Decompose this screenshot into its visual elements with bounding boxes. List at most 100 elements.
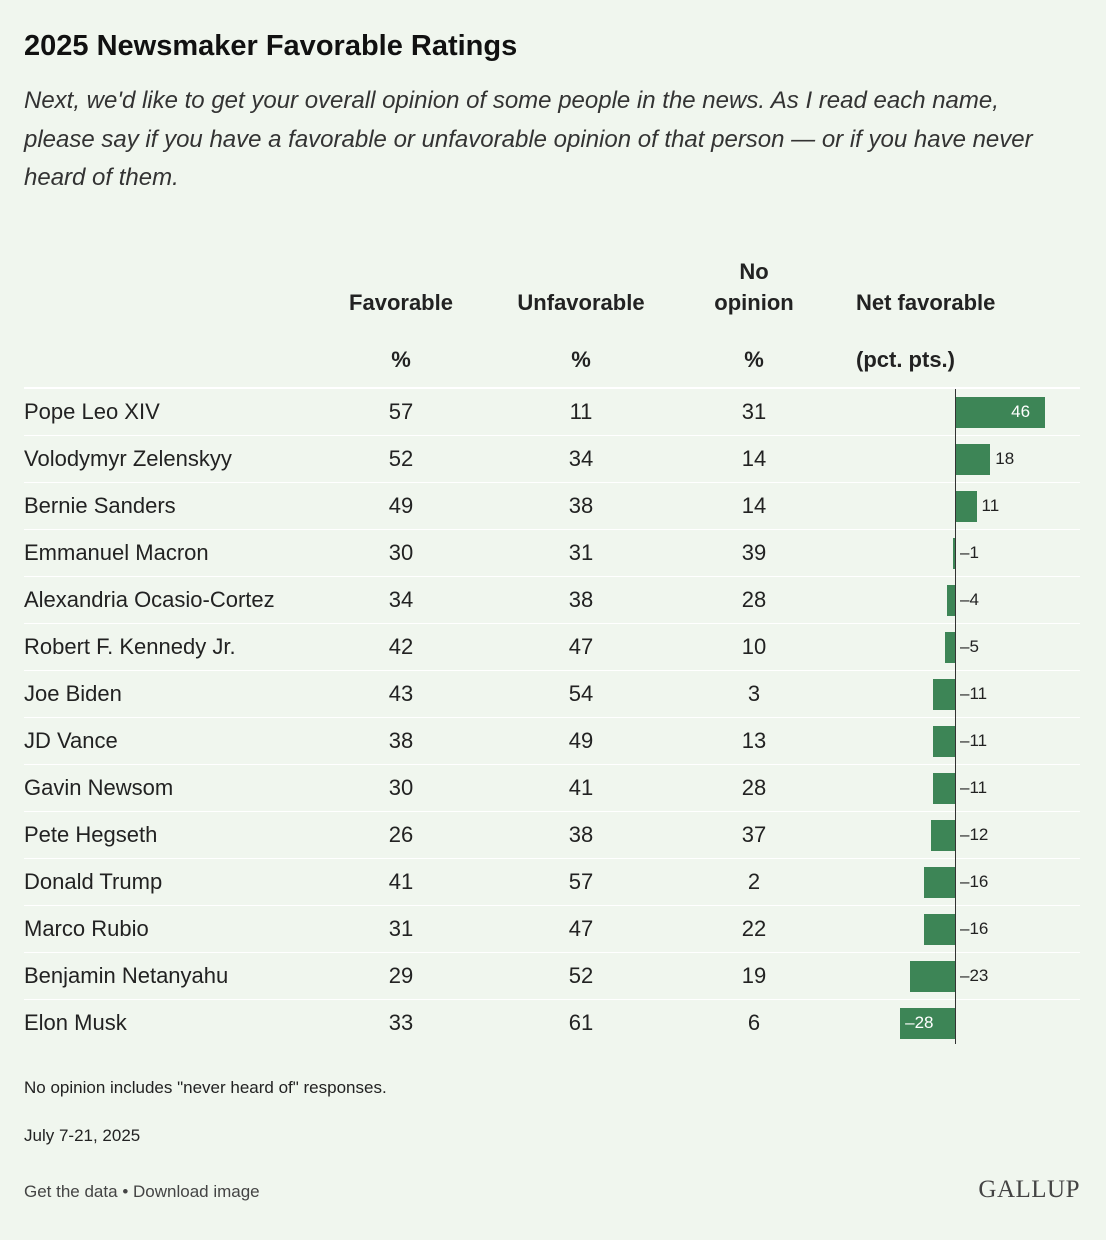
col-unfavorable-label: Unfavorable	[517, 290, 645, 315]
favorable-value: 43	[388, 681, 414, 706]
footnote: No opinion includes "never heard of" res…	[24, 1078, 387, 1097]
favorable-value: 49	[388, 493, 414, 518]
get-data-link[interactable]: Get the data	[24, 1182, 118, 1201]
chart-subtitle: Next, we'd like to get your overall opin…	[24, 87, 1033, 191]
net-favorable-bar	[945, 632, 955, 663]
table-row: Volodymyr Zelenskyy 52 34 14 18	[24, 435, 1080, 482]
unfavorable-value: 34	[568, 446, 594, 471]
person-name: Emmanuel Macron	[24, 540, 209, 565]
favorable-value: 42	[388, 634, 414, 659]
table-row: Marco Rubio 31 47 22 –16	[24, 905, 1080, 952]
person-name: Donald Trump	[24, 869, 163, 894]
net-favorable-label: –5	[960, 637, 979, 656]
person-name: Elon Musk	[24, 1010, 127, 1035]
person-name: Volodymyr Zelenskyy	[24, 446, 232, 471]
chart-title: 2025 Newsmaker Favorable Ratings	[24, 30, 518, 62]
footer-links: Get the data • Download image	[24, 1182, 260, 1202]
unfavorable-value: 52	[568, 963, 594, 988]
net-zero-axis	[955, 389, 956, 1044]
favorable-value: 31	[388, 916, 414, 941]
no-opinion-value: 3	[747, 681, 761, 706]
net-favorable-bar	[933, 773, 955, 804]
no-opinion-value: 2	[747, 869, 761, 894]
net-favorable-label: 11	[981, 496, 1000, 515]
favorable-value: 38	[388, 728, 414, 753]
net-favorable-bar	[947, 585, 955, 616]
net-favorable-label: –16	[960, 919, 989, 938]
table-row: Bernie Sanders 49 38 14 11	[24, 482, 1080, 529]
download-image-link[interactable]: Download image	[133, 1182, 260, 1201]
favorable-value: 41	[388, 869, 414, 894]
favorable-value: 52	[388, 446, 414, 471]
link-separator: •	[122, 1182, 129, 1201]
table-row: Robert F. Kennedy Jr. 42 47 10 –5	[24, 623, 1080, 670]
net-favorable-bar	[923, 914, 955, 945]
col-net-header: Net favorable (pct. pts.)	[856, 287, 1076, 375]
col-unfavorable-header: Unfavorable %	[491, 287, 671, 375]
unfavorable-value: 38	[568, 822, 594, 847]
table-row: JD Vance 38 49 13 –11	[24, 717, 1080, 764]
person-name: Robert F. Kennedy Jr.	[24, 634, 236, 659]
table-row: Pete Hegseth 26 38 37 –12	[24, 811, 1080, 858]
person-name: Joe Biden	[24, 681, 122, 706]
favorable-value: 33	[388, 1010, 414, 1035]
person-name: Alexandria Ocasio-Cortez	[24, 587, 275, 612]
no-opinion-value: 37	[741, 822, 767, 847]
survey-date: July 7-21, 2025	[24, 1126, 141, 1145]
unfavorable-value: 41	[568, 775, 594, 800]
favorable-value: 30	[388, 775, 414, 800]
col-net-unit: (pct. pts.)	[856, 347, 955, 372]
table-row: Alexandria Ocasio-Cortez 34 38 28 –4	[24, 576, 1080, 623]
col-favorable-header: Favorable %	[331, 287, 471, 375]
col-no-opinion-unit: %	[744, 347, 764, 372]
person-name: Marco Rubio	[24, 916, 149, 941]
net-favorable-label: 18	[995, 449, 1015, 468]
table-row: Donald Trump 41 57 2 –16	[24, 858, 1080, 905]
person-name: JD Vance	[24, 728, 118, 753]
unfavorable-value: 57	[568, 869, 594, 894]
no-opinion-value: 19	[741, 963, 767, 988]
net-favorable-label: –11	[960, 684, 988, 703]
favorable-value: 26	[388, 822, 414, 847]
net-favorable-label: –11	[960, 778, 988, 797]
table-row: Gavin Newsom 30 41 28 –11	[24, 764, 1080, 811]
no-opinion-value: 28	[741, 587, 767, 612]
unfavorable-value: 31	[568, 540, 594, 565]
favorable-value: 34	[388, 587, 414, 612]
person-name: Pete Hegseth	[24, 822, 158, 847]
no-opinion-value: 31	[741, 399, 767, 424]
col-no-opinion-header: No opinion %	[684, 256, 824, 375]
no-opinion-value: 28	[741, 775, 767, 800]
net-favorable-bar	[931, 820, 955, 851]
col-favorable-label: Favorable	[349, 290, 453, 315]
unfavorable-value: 47	[568, 916, 594, 941]
person-name: Gavin Newsom	[24, 775, 174, 800]
no-opinion-value: 22	[741, 916, 767, 941]
unfavorable-value: 61	[568, 1010, 594, 1035]
net-favorable-bar	[955, 491, 977, 522]
favorable-value: 57	[388, 399, 414, 424]
unfavorable-value: 49	[568, 728, 594, 753]
person-name: Benjamin Netanyahu	[24, 963, 229, 988]
net-favorable-label: 46	[1011, 402, 1031, 421]
person-name: Bernie Sanders	[24, 493, 176, 518]
net-favorable-bar	[909, 961, 955, 992]
person-name: Pope Leo XIV	[24, 399, 160, 424]
favorable-value: 29	[388, 963, 414, 988]
net-favorable-bar	[953, 538, 955, 569]
net-favorable-label: –28	[905, 1013, 934, 1032]
col-favorable-unit: %	[391, 347, 411, 372]
no-opinion-value: 39	[741, 540, 767, 565]
no-opinion-value: 6	[747, 1010, 761, 1035]
col-unfavorable-unit: %	[571, 347, 591, 372]
unfavorable-value: 47	[568, 634, 594, 659]
no-opinion-value: 14	[741, 446, 767, 471]
unfavorable-value: 38	[568, 587, 594, 612]
col-no-opinion-label-2: opinion	[714, 290, 794, 315]
net-favorable-label: –11	[960, 731, 988, 750]
no-opinion-value: 14	[741, 493, 767, 518]
col-no-opinion-label-1: No	[739, 259, 769, 284]
unfavorable-value: 11	[569, 399, 593, 424]
net-favorable-bar	[955, 444, 991, 475]
unfavorable-value: 38	[568, 493, 594, 518]
